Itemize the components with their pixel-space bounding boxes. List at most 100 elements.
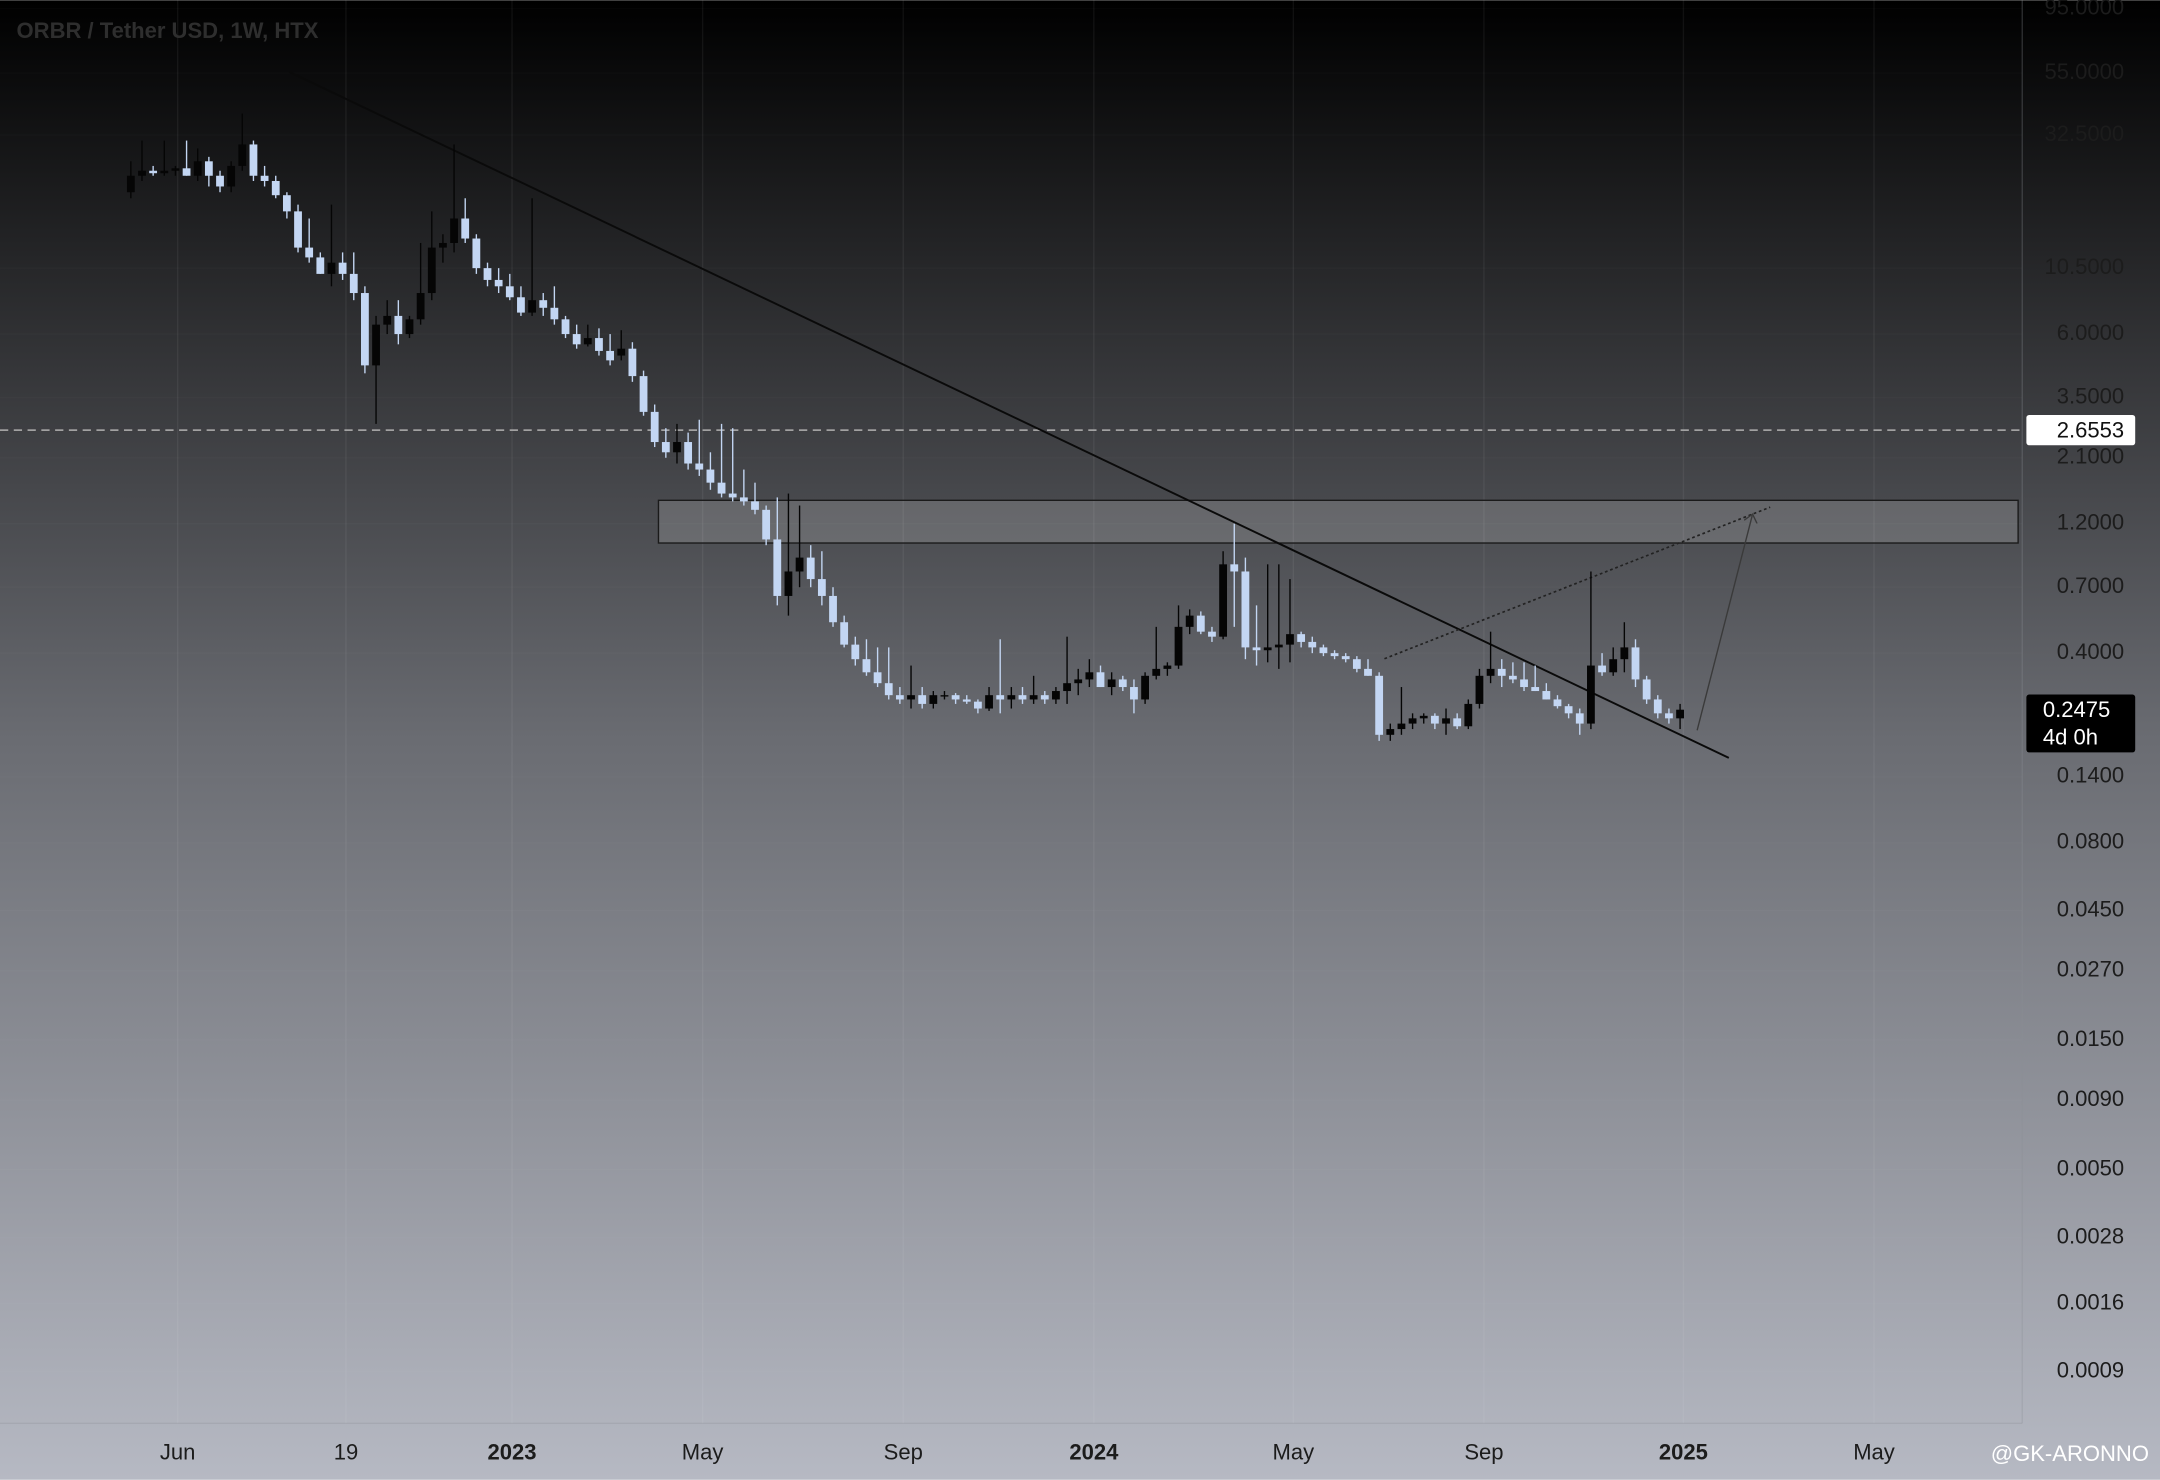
y-tick-label: 0.0150 — [2057, 1026, 2124, 1051]
x-tick-label: 19 — [334, 1439, 359, 1464]
x-tick-label: Sep — [1464, 1439, 1503, 1464]
candle-body — [1609, 659, 1618, 673]
candle-body — [951, 695, 960, 700]
candle-body — [1308, 641, 1317, 648]
candle-body — [227, 165, 236, 187]
candle-body — [126, 175, 135, 193]
candle-body — [305, 247, 314, 258]
candle-body — [383, 315, 392, 325]
candle-body — [416, 293, 425, 320]
candle-body — [1274, 644, 1283, 648]
candle-body — [238, 144, 247, 166]
candle-body — [1141, 675, 1149, 700]
candle-body — [728, 493, 737, 498]
candle-body — [1486, 668, 1495, 676]
candle-body — [1598, 665, 1606, 673]
candle-body — [338, 262, 347, 274]
candle-body — [806, 557, 815, 580]
candle-body — [249, 144, 258, 176]
candle-body — [550, 307, 559, 320]
candle-body — [1174, 626, 1183, 666]
candle-body — [1453, 718, 1462, 727]
candle-body — [316, 257, 325, 274]
candle-body — [427, 247, 436, 294]
candle-body — [1397, 723, 1406, 730]
candle-body — [260, 175, 269, 181]
watermark: @GK-ARONNO — [1991, 1441, 2149, 1466]
candle-body — [149, 170, 158, 174]
candle-body — [1520, 679, 1528, 688]
candle-body — [461, 218, 470, 239]
x-tick-label: 2023 — [488, 1439, 537, 1464]
candle-body — [1230, 564, 1239, 572]
x-tick-label: Jun — [160, 1439, 196, 1464]
candle-body — [1107, 679, 1116, 688]
candle-body — [1531, 687, 1540, 692]
candle-body — [907, 695, 915, 700]
candle-body — [561, 319, 570, 335]
x-tick-label: Sep — [884, 1439, 923, 1464]
y-tick-label: 0.0050 — [2057, 1155, 2124, 1180]
chart-title: ORBR / Tether USD, 1W, HTX — [17, 18, 319, 43]
candle-body — [294, 211, 302, 248]
candle-body — [204, 161, 213, 176]
price-line-badge — [2026, 414, 2136, 446]
candle-body — [1263, 647, 1272, 651]
candle-body — [1564, 706, 1573, 714]
candle-body — [1085, 672, 1094, 680]
candle-body — [1408, 718, 1417, 724]
candle-body — [617, 348, 626, 356]
candle-body — [851, 644, 860, 660]
candle-body — [1007, 695, 1016, 700]
candle-body — [1040, 695, 1049, 700]
candle-body — [1297, 634, 1306, 642]
y-tick-label: 3.5000 — [2057, 383, 2124, 408]
candle-body — [1163, 665, 1172, 669]
candle-body — [405, 319, 414, 335]
y-tick-label: 0.0009 — [2057, 1357, 2124, 1382]
y-tick-label: 0.0090 — [2057, 1086, 2124, 1111]
y-tick-label: 0.7000 — [2057, 573, 2124, 598]
candle-body — [1185, 615, 1194, 627]
candle-body — [1676, 709, 1684, 719]
candle-body — [974, 701, 982, 709]
candle-body — [1620, 647, 1629, 660]
candle-body — [1052, 691, 1060, 700]
candle-body — [1386, 729, 1395, 735]
candle-body — [684, 442, 693, 464]
candle-body — [450, 218, 458, 243]
last-price-label: 0.2475 — [2043, 697, 2110, 722]
candle-body — [1642, 679, 1651, 700]
candle-body — [1118, 679, 1127, 688]
candle-body — [1096, 672, 1105, 688]
y-tick-label: 2.1000 — [2057, 444, 2124, 469]
candle-body — [1464, 703, 1473, 727]
candle-body — [505, 286, 514, 298]
candle-body — [394, 315, 403, 335]
candle-body — [840, 622, 849, 645]
candle-body — [773, 539, 782, 596]
candle-body — [929, 695, 938, 704]
resistance-zone — [657, 499, 2019, 544]
y-tick-label: 0.0800 — [2057, 829, 2124, 854]
candle-body — [483, 268, 492, 280]
candle-body — [1442, 718, 1450, 724]
x-tick-label: May — [1273, 1439, 1315, 1464]
candle-body — [829, 595, 837, 623]
candle-body — [873, 672, 882, 684]
candle-body — [216, 175, 224, 187]
x-tick-label: 2025 — [1659, 1439, 1708, 1464]
candle-body — [1553, 699, 1562, 707]
candle-body — [751, 501, 759, 510]
candle-body — [1352, 659, 1361, 669]
candle-body — [160, 170, 169, 174]
y-tick-label: 0.1400 — [2057, 763, 2124, 788]
candle-body — [372, 324, 380, 366]
candle-body — [171, 168, 180, 171]
candle-body — [1508, 675, 1517, 680]
y-tick-label: 10.5000 — [2045, 254, 2125, 279]
candle-body — [650, 411, 659, 443]
candle-body — [940, 695, 949, 697]
